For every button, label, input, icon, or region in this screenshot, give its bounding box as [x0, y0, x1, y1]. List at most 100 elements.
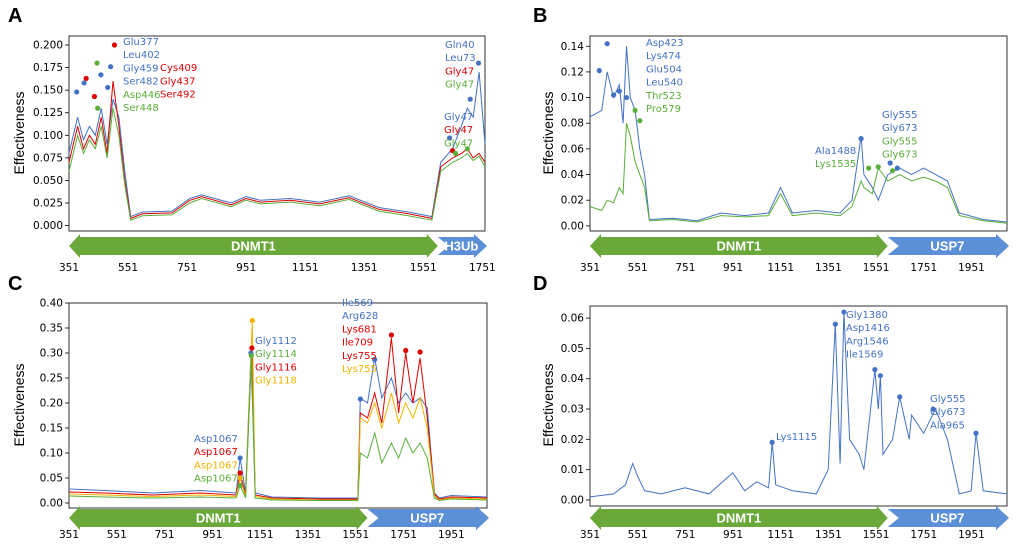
peak-marker — [464, 146, 470, 152]
peak-marker — [237, 455, 243, 461]
peak-marker — [249, 345, 255, 351]
y-tick-label: 0.01 — [561, 464, 584, 476]
peak-marker — [94, 60, 100, 66]
x-tick-label: 951 — [723, 262, 743, 274]
peak-marker — [973, 430, 979, 436]
peak-annotation: Gly673 — [930, 407, 966, 418]
peak-marker — [596, 68, 602, 74]
x-tick-label: 1351 — [295, 529, 322, 541]
y-tick-label: 0.05 — [561, 343, 584, 355]
y-tick-label: 0.06 — [561, 313, 585, 325]
y-tick-label: 0.10 — [40, 448, 63, 460]
peak-marker — [875, 164, 881, 170]
domain-arrow-dnmt1 — [590, 234, 888, 258]
peak-annotation: Gly673 — [882, 123, 918, 134]
peak-marker — [616, 88, 622, 94]
domain-label: USP7 — [930, 239, 964, 254]
y-tick-label: 0.00 — [561, 494, 584, 506]
x-tick-label: 1551 — [342, 529, 369, 541]
x-tick-label: 1551 — [410, 262, 437, 274]
peak-annotation: Gly1112 — [255, 336, 297, 347]
peak-annotation: Asp1416 — [846, 323, 890, 334]
domain-label: H3Ub — [444, 239, 478, 254]
y-tick-label: 0.25 — [40, 373, 63, 385]
peak-annotation: Gly47 — [444, 125, 473, 136]
peak-annotation: Ile709 — [342, 338, 373, 349]
peak-annotation: Ser492 — [160, 90, 196, 101]
x-tick-label: 751 — [675, 529, 695, 541]
y-tick-label: 0.03 — [561, 404, 584, 416]
peak-annotation: Asp423 — [646, 38, 684, 49]
series-line-red — [68, 81, 486, 220]
y-tick-label: 0.00 — [40, 498, 63, 510]
peak-annotation: Asp1067 — [194, 474, 238, 485]
panel-c: C Effectiveness 0.00 0.05 0.10 0.15 0.20 0.25 0.… — [8, 273, 489, 541]
y-tick-label: 0.02 — [561, 195, 584, 207]
y-tick-label: 0.02 — [561, 434, 584, 446]
series-line-green — [68, 355, 488, 502]
series-line-blue — [589, 46, 1008, 223]
peak-marker — [91, 93, 97, 100]
series-line-green — [68, 108, 486, 221]
peak-marker — [417, 349, 423, 355]
y-tick-label: 0.075 — [33, 152, 63, 164]
y-tick-label: 0.025 — [33, 198, 63, 210]
peak-marker — [930, 406, 936, 412]
panel-label: D — [533, 273, 547, 295]
y-tick-label: 0.150 — [33, 85, 63, 97]
peak-marker — [105, 84, 111, 91]
peak-marker — [604, 41, 610, 47]
peak-marker — [858, 136, 864, 142]
peak-annotation: Asp1067 — [194, 434, 238, 445]
x-tick-label: 1951 — [958, 529, 985, 541]
peak-annotation: Glu377 — [123, 37, 159, 48]
y-tick-label: 0.14 — [561, 41, 585, 53]
domain-label: DNMT1 — [196, 511, 241, 526]
y-axis-label: Effectiveness — [540, 363, 556, 446]
plot-frame — [68, 302, 488, 509]
peak-annotation: Gly673 — [882, 150, 918, 161]
peak-marker — [74, 89, 80, 95]
peak-annotation: Leu402 — [123, 50, 160, 61]
peak-marker — [897, 394, 903, 400]
peak-annotation: Lys755 — [342, 351, 377, 362]
peak-annotation: Gly1380 — [846, 310, 888, 321]
y-tick-label: 0.08 — [561, 118, 584, 130]
peak-annotation: Asp1067 — [194, 447, 238, 458]
peak-annotation: Ala965 — [930, 420, 965, 431]
peak-annotation: Cys409 — [160, 63, 197, 74]
domain-label: DNMT1 — [717, 239, 762, 254]
x-tick-label: 1751 — [910, 262, 937, 274]
peak-marker — [372, 356, 378, 363]
y-tick-label: 0.04 — [561, 169, 585, 181]
peak-annotation: Arg1546 — [846, 336, 889, 347]
peak-annotation: Ser448 — [123, 103, 159, 114]
x-tick-label: 1151 — [767, 529, 794, 541]
y-tick-label: 0.30 — [40, 348, 63, 360]
x-tick-label: 751 — [177, 262, 197, 274]
peak-annotation: Gly555 — [882, 136, 918, 147]
x-tick-label: 1551 — [863, 262, 890, 274]
x-tick-label: 1151 — [292, 262, 319, 274]
x-tick-label: 551 — [107, 529, 127, 541]
peak-annotation: Glu504 — [646, 64, 682, 75]
peak-marker — [95, 105, 101, 111]
y-tick-label: 0.000 — [33, 220, 63, 232]
y-tick-label: 0.00 — [561, 220, 584, 232]
peak-marker — [248, 352, 254, 359]
domain-arrow-usp7 — [367, 506, 489, 530]
peak-marker — [237, 482, 243, 489]
series-line-green — [589, 123, 1008, 224]
panel-b: B Effectiveness 0.00 0.02 0.04 0.06 0.08 0.10 0.… — [533, 5, 1009, 274]
peak-annotation: Gly1116 — [255, 362, 297, 373]
peak-annotation: Gly47 — [445, 80, 474, 91]
peak-marker — [237, 470, 243, 476]
peak-annotation: Lys1115 — [776, 432, 817, 443]
peak-annotation: Leu73 — [445, 53, 476, 64]
x-tick-label: 1751 — [469, 262, 496, 274]
x-tick-label: 1751 — [910, 529, 937, 541]
peak-annotation: Gln40 — [445, 40, 475, 51]
peak-marker — [769, 439, 775, 445]
peak-annotation: Pro579 — [646, 104, 681, 115]
y-tick-label: 0.06 — [561, 143, 585, 155]
